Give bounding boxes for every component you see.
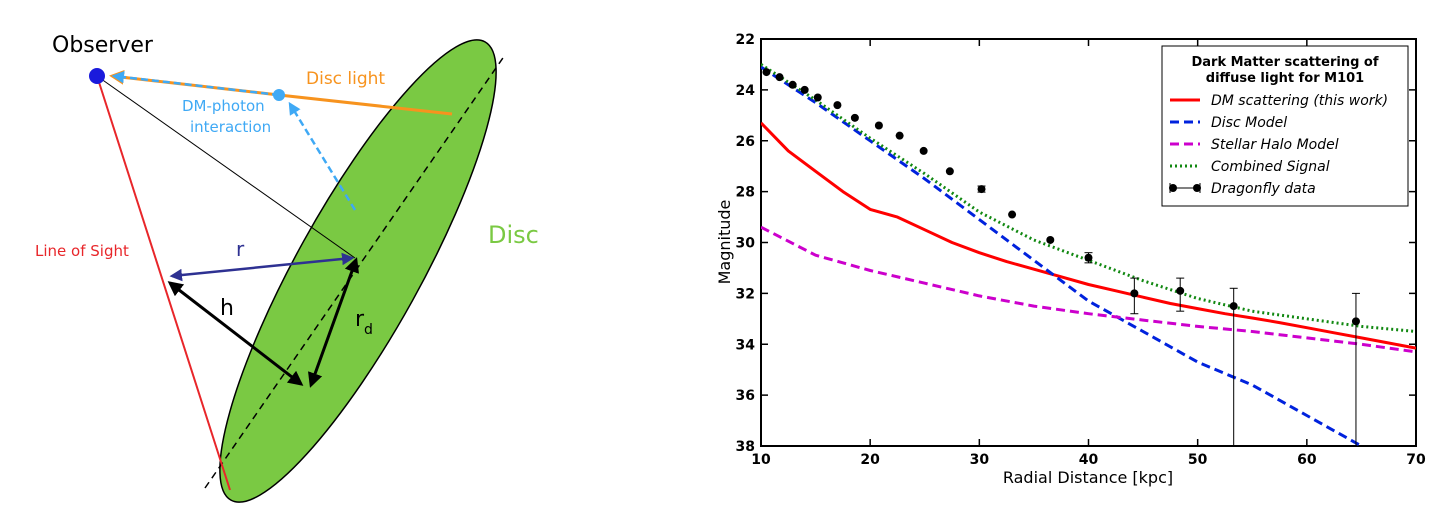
legend-label-2: Disc Model [1211, 115, 1287, 131]
data-point [762, 68, 771, 77]
data-point [1084, 253, 1093, 262]
legend-label-4: Combined Signal [1211, 159, 1330, 175]
x-tick-label: 60 [1297, 452, 1317, 468]
disc-light-label: Disc light [306, 69, 385, 89]
chart: 10 20 30 40 50 60 70 22 24 26 28 30 32 34 36 38 Radial … [715, 32, 1426, 487]
series-line-3 [761, 225, 1416, 354]
y-tick-label: 32 [736, 286, 755, 302]
interaction-point [273, 89, 285, 101]
y-tick-label: 38 [736, 439, 755, 455]
series-group [761, 63, 1416, 446]
rd-arrow [308, 257, 359, 388]
h-arrow [167, 281, 304, 386]
line-of-sight-label: Line of Sight [35, 242, 129, 260]
data-point [977, 185, 986, 194]
series-line-4 [761, 63, 1416, 333]
x-tick-label: 40 [1079, 452, 1099, 468]
data-points-group [762, 68, 1360, 446]
legend-title-line1: Dark Matter scattering of [1191, 55, 1378, 70]
legend-label-data: Dragonfly data [1211, 181, 1316, 197]
data-point [1008, 210, 1017, 219]
schematic-diagram: Observer Disc light DM-photon interactio… [35, 33, 539, 503]
line-of-sight [96, 75, 231, 491]
data-point [833, 101, 842, 110]
interaction-upward-ray [288, 101, 357, 211]
rd-label: rd [355, 307, 373, 338]
y-tick-label: 22 [736, 32, 755, 48]
data-point [874, 121, 883, 130]
data-point [813, 93, 822, 102]
h-label: h [220, 296, 234, 321]
y-tick-label: 36 [736, 388, 755, 404]
legend-box [1161, 45, 1409, 207]
x-axis-label: Radial Distance [kpc] [1003, 468, 1173, 487]
data-point [1046, 235, 1055, 244]
y-tick-label: 28 [736, 185, 755, 201]
x-tick-label: 10 [751, 452, 771, 468]
data-point [1229, 302, 1238, 311]
data-point [919, 146, 928, 155]
legend-point-marker [1193, 184, 1201, 192]
legend-label-1: DM scattering (this work) [1211, 93, 1388, 109]
y-tick-label: 34 [736, 337, 756, 353]
legend: Dark Matter scattering of diffuse light … [1161, 45, 1409, 207]
series-line-1 [761, 121, 1416, 350]
series-line-2 [761, 65, 1363, 446]
observer-center-line [96, 75, 356, 259]
legend-label-3: Stellar Halo Model [1211, 137, 1339, 153]
legend-point-marker [1169, 184, 1177, 192]
data-point [895, 131, 904, 140]
data-point [1351, 317, 1360, 326]
y-axis-label: Magnitude [715, 200, 734, 285]
scattered-light-ray [111, 70, 280, 97]
disc-axis [204, 54, 506, 489]
y-tick-label: 24 [736, 83, 756, 99]
rd-subscript: d [364, 322, 373, 338]
x-tick-label: 70 [1406, 452, 1426, 468]
y-tick-label: 26 [736, 134, 755, 150]
observer-dot [89, 68, 105, 84]
disc-label: Disc [488, 221, 539, 249]
y-tick-label: 30 [736, 236, 756, 252]
data-point [850, 113, 859, 122]
data-point [945, 167, 954, 176]
interaction-label-line2: interaction [190, 118, 271, 136]
disc-light-ray [278, 93, 453, 116]
axis-ticks: 10 20 30 40 50 60 70 22 24 26 28 30 32 34 36 38 [736, 32, 1426, 468]
interaction-label-line1: DM-photon [182, 97, 265, 115]
legend-title-line2: diffuse light for M101 [1206, 71, 1364, 86]
legend-entries: DM scattering (this work) Disc Model Stell… [1169, 93, 1388, 197]
data-point [1130, 289, 1139, 298]
data-point [775, 73, 784, 82]
x-tick-label: 30 [970, 452, 990, 468]
x-tick-label: 50 [1188, 452, 1208, 468]
data-point [800, 85, 809, 94]
x-tick-label: 20 [860, 452, 880, 468]
data-point [1176, 286, 1185, 295]
data-point [788, 80, 797, 89]
observer-label: Observer [52, 33, 154, 58]
r-label: r [236, 237, 245, 261]
